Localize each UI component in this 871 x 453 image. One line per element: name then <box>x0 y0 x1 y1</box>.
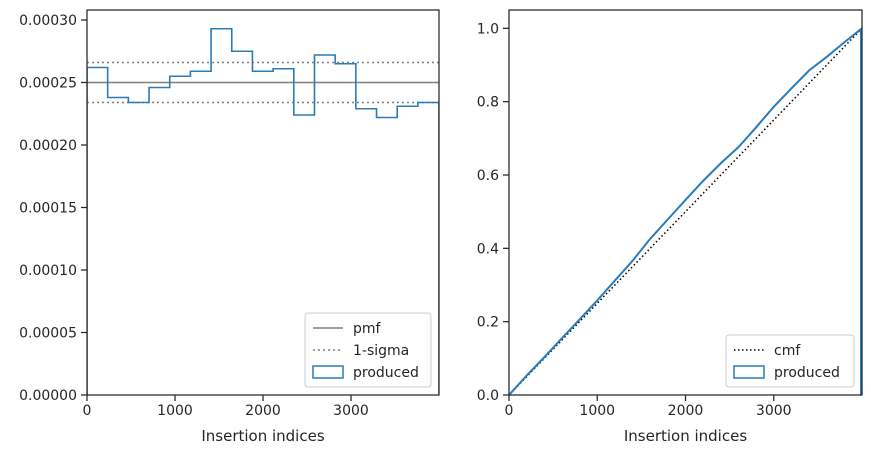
legend: cmf produced <box>725 334 855 388</box>
legend-label: 1-sigma <box>353 343 409 359</box>
y-tick-label: 0.00005 <box>19 326 77 342</box>
cmf-line <box>509 27 862 395</box>
legend-label: pmf <box>353 321 382 337</box>
produced-cdf-line <box>509 27 862 395</box>
y-tick-label: 0.8 <box>477 95 499 111</box>
subplot-2: 0 1000 2000 3000 0.0 0.2 0.4 0.6 0.8 1.0 Insertion… <box>477 9 863 445</box>
legend: pmf 1-sigma produced <box>304 312 432 388</box>
y-tick-label: 0.00025 <box>19 76 77 92</box>
legend-label: produced <box>774 365 840 381</box>
y-tick-label: 0.00000 <box>19 388 77 404</box>
plot-area <box>87 27 439 395</box>
y-tick-label: 1.0 <box>477 21 499 37</box>
x-tick-label: 2000 <box>245 403 281 419</box>
y-tick-label: 0.0 <box>477 388 499 404</box>
x-tick-label: 0 <box>505 403 514 419</box>
legend-label: cmf <box>774 343 801 359</box>
legend-produced-swatch <box>733 365 765 379</box>
y-tick-label: 0.00030 <box>19 13 77 29</box>
plot-area <box>509 27 862 395</box>
x-tick-label: 1000 <box>579 403 615 419</box>
y-tick-label: 0.00010 <box>19 263 77 279</box>
x-axis-label: Insertion indices <box>201 427 324 445</box>
produced-step-histogram <box>87 27 439 395</box>
x-tick-label: 3000 <box>333 403 369 419</box>
legend-box <box>725 334 855 388</box>
x-tick-label: 1000 <box>157 403 193 419</box>
y-tick-label: 0.6 <box>477 168 499 184</box>
x-tick-label: 2000 <box>668 403 704 419</box>
subplot-1: 0 1000 2000 3000 0.00000 0.00005 0.00010 0.0001… <box>19 9 440 445</box>
legend-box <box>304 312 432 388</box>
y-tick-label: 0.2 <box>477 315 499 331</box>
legend-produced-swatch <box>312 365 344 379</box>
x-tick-label: 3000 <box>756 403 792 419</box>
x-tick-label: 0 <box>83 403 92 419</box>
y-tick-label: 0.4 <box>477 241 499 257</box>
legend-label: produced <box>353 365 419 381</box>
x-axis-label: Insertion indices <box>624 427 747 445</box>
y-tick-label: 0.00015 <box>19 201 77 217</box>
y-tick-label: 0.00020 <box>19 138 77 154</box>
